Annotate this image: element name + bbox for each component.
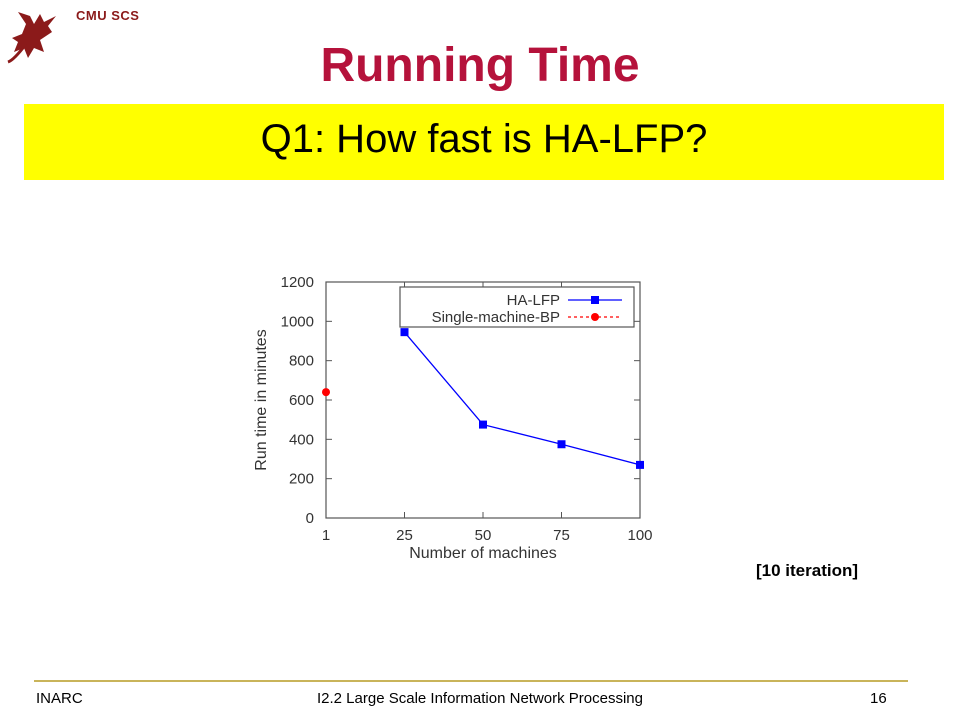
slide-title: Running Time [320, 39, 640, 92]
y-tick-label: 1200 [281, 274, 314, 291]
y-axis-label: Run time in minutes [253, 329, 270, 470]
x-tick-label: 50 [475, 527, 492, 544]
runtime-chart: 0 200 400 600 800 1000 1200 1 25 50 75 100 Number of… [244, 262, 672, 568]
footer-title: I2.2 Large Scale Information Network Pro… [317, 690, 643, 707]
x-tick-label: 1 [322, 527, 330, 544]
x-tick-label: 25 [396, 527, 413, 544]
footer-divider [34, 680, 908, 682]
griffin-logo-icon [7, 12, 56, 64]
data-point [400, 328, 409, 337]
y-tick-label: 400 [289, 431, 314, 448]
runtime-chart-svg: 0 200 400 600 800 1000 1200 1 25 50 75 100 Number of… [253, 274, 653, 562]
data-point [557, 440, 566, 449]
page-number: 16 [870, 690, 887, 707]
data-point [636, 460, 644, 469]
series-line [404, 331, 641, 466]
legend-label: Single-machine-BP [432, 309, 560, 326]
org-label: CMU SCS [76, 8, 140, 23]
iteration-note: [10 iteration] [756, 561, 859, 580]
question-text: Q1: How fast is HA-LFP? [260, 117, 708, 161]
x-axis-label: Number of machines [409, 545, 557, 562]
y-tick-label: 800 [289, 353, 314, 370]
x-tick-label: 75 [553, 527, 570, 544]
y-tick-label: 1000 [281, 313, 314, 330]
data-point [479, 420, 487, 429]
footer-org: INARC [36, 690, 83, 707]
y-tick-label: 0 [306, 510, 314, 527]
x-tick-label: 100 [627, 527, 652, 544]
y-tick-label: 600 [289, 392, 314, 409]
data-point [322, 388, 330, 397]
question-banner: Q1: How fast is HA-LFP? [24, 104, 944, 180]
y-tick-label: 200 [289, 471, 314, 488]
legend-label: HA-LFP [507, 292, 560, 309]
legend-marker [591, 313, 599, 321]
legend-marker [591, 296, 599, 304]
